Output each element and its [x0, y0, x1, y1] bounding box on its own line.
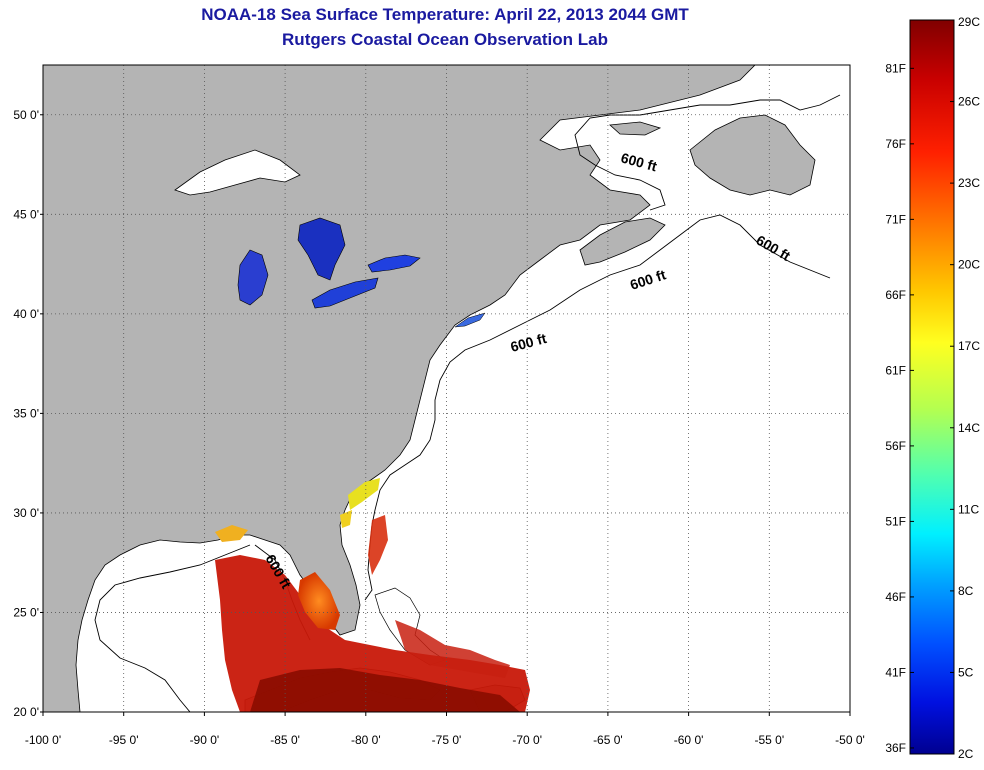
lon-tick-label: -80 0' — [351, 733, 381, 747]
lake-michigan — [237, 249, 269, 306]
colorbar-fahrenheit-label: 71F — [885, 212, 906, 226]
colorbar-celsius-label: 20C — [958, 258, 980, 272]
land-anticosti — [609, 121, 662, 136]
colorbar-celsius-label: 14C — [958, 421, 980, 435]
colorbar-celsius-label: 2C — [958, 747, 974, 761]
lat-tick-label: 35 0' — [13, 406, 39, 420]
colorbar-fahrenheit-label: 41F — [885, 665, 906, 679]
colorbar-fahrenheit-label: 56F — [885, 439, 906, 453]
land-newfoundland — [689, 114, 816, 196]
colorbar-fahrenheit-label: 66F — [885, 288, 906, 302]
colorbar-fahrenheit-label: 36F — [885, 741, 906, 755]
colorbar-fahrenheit-label: 51F — [885, 514, 906, 528]
colorbar — [909, 19, 955, 755]
isobath-east-coast — [364, 214, 831, 601]
colorbar-celsius-label: 17C — [958, 339, 980, 353]
long-island-sound-sst — [454, 312, 486, 328]
lat-tick-label: 50 0' — [13, 108, 39, 122]
graticule — [43, 65, 850, 712]
colorbar-fahrenheit-label: 81F — [885, 61, 906, 75]
lat-tick-label: 45 0' — [13, 207, 39, 221]
sst-florida-east — [368, 515, 388, 575]
lon-tick-label: -50 0' — [835, 733, 865, 747]
lon-tick-label: -65 0' — [593, 733, 623, 747]
sst-bahamas-patch — [395, 620, 510, 678]
colorbar-celsius-label: 8C — [958, 584, 974, 598]
lon-tick-label: -90 0' — [190, 733, 220, 747]
lat-tick-label: 40 0' — [13, 307, 39, 321]
lon-tick-label: -55 0' — [754, 733, 784, 747]
lake-huron — [297, 217, 346, 281]
longitude-axis: -100 0' -95 0' -90 0' -85 0' -80 0' -75 0' -70… — [25, 712, 865, 747]
sst-carolina-shelf — [348, 478, 380, 510]
title-line-2: Rutgers Coastal Ocean Observation Lab — [282, 30, 608, 49]
lake-ontario — [367, 254, 421, 273]
colorbar-celsius-label: 5C — [958, 665, 974, 679]
colorbar-fahrenheit-label: 61F — [885, 363, 906, 377]
sst-gulf-hot — [250, 668, 520, 712]
colorbar-fahrenheit-label: 46F — [885, 590, 906, 604]
latitude-axis: 50 0' 45 0' 40 0' 35 0' 30 0' 25 0' 20 0' — [13, 108, 43, 719]
sst-georgia-shelf — [340, 510, 352, 528]
sst-loop-current — [298, 572, 340, 630]
lon-tick-label: -75 0' — [432, 733, 462, 747]
colorbar-celsius-label: 29C — [958, 15, 980, 29]
sst-panhandle — [215, 525, 248, 542]
land-nova-scotia — [579, 217, 666, 266]
lake-erie — [311, 277, 379, 309]
lon-tick-label: -70 0' — [512, 733, 542, 747]
lon-tick-label: -60 0' — [674, 733, 704, 747]
colorbar-celsius-label: 11C — [958, 502, 979, 516]
colorbar-celsius-label: 26C — [958, 95, 980, 109]
lat-tick-label: 25 0' — [13, 605, 39, 619]
isobath-labrador — [574, 94, 841, 211]
lake-superior — [174, 149, 301, 196]
colorbar-celsius-label: 23C — [958, 176, 980, 190]
lat-tick-label: 20 0' — [13, 705, 39, 719]
lon-tick-label: -100 0' — [25, 733, 61, 747]
lon-tick-label: -95 0' — [109, 733, 139, 747]
lon-tick-label: -85 0' — [270, 733, 300, 747]
title-line-1: NOAA-18 Sea Surface Temperature: April 2… — [201, 5, 689, 24]
lat-tick-label: 30 0' — [13, 506, 39, 520]
colorbar-fahrenheit-label: 76F — [885, 137, 906, 151]
colorbar-ticks: 29C 26C 23C 20C 17C 14C 11C 8C 5C 2C 81F 76F 71F 66F 6… — [885, 15, 980, 761]
